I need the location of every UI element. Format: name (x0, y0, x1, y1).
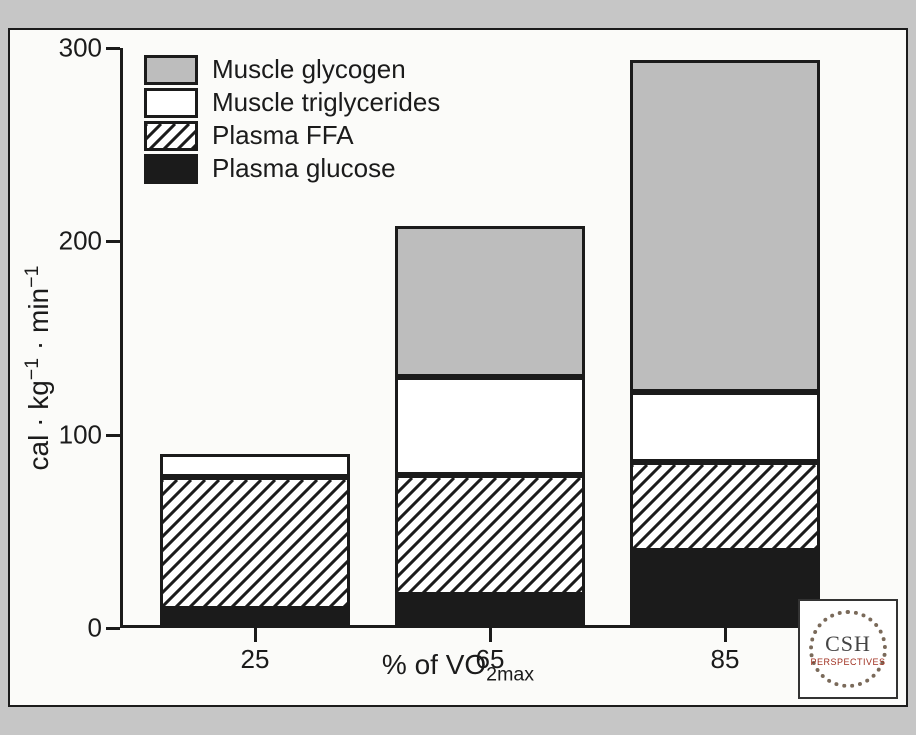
segment-plasma_glucose (395, 595, 585, 628)
y-tick (106, 47, 120, 50)
csh-logo-text: CSH (825, 631, 871, 657)
x-tick-label: 85 (711, 644, 740, 675)
y-tick-label: 300 (59, 33, 102, 64)
hatch-pattern-icon (633, 465, 817, 548)
segment-muscle_glycogen (395, 226, 585, 377)
legend-swatch (144, 55, 198, 85)
legend-item: Plasma glucose (144, 153, 440, 184)
x-tick (724, 628, 727, 642)
legend: Muscle glycogenMuscle triglyceridesPlasm… (144, 52, 440, 186)
x-tick (489, 628, 492, 642)
csh-logo-subtext: PERSPECTIVES (810, 657, 885, 667)
legend-label: Plasma FFA (212, 120, 354, 151)
x-axis-label: % of VO2max (382, 649, 534, 687)
csh-ring-icon: CSH PERSPECTIVES (809, 610, 887, 688)
segment-muscle_glycogen (630, 60, 820, 393)
x-tick (254, 628, 257, 642)
plot-area: Muscle glycogenMuscle triglyceridesPlasm… (120, 48, 820, 628)
y-tick-label: 100 (59, 419, 102, 450)
hatch-pattern-icon (398, 478, 582, 592)
legend-swatch (144, 154, 198, 184)
figure-panel: cal · kg−1 · min−1 Muscle glycogenMuscle… (8, 28, 908, 707)
hatch-pattern-icon (147, 124, 195, 148)
y-axis (120, 48, 123, 628)
legend-label: Plasma glucose (212, 153, 396, 184)
y-tick (106, 240, 120, 243)
segment-muscle_triglycerides (630, 392, 820, 462)
csh-logo: CSH PERSPECTIVES (798, 599, 898, 699)
legend-item: Muscle glycogen (144, 54, 440, 85)
legend-item: Plasma FFA (144, 120, 440, 151)
x-tick-label: 25 (241, 644, 270, 675)
y-axis-label: cal · kg−1 · min−1 (21, 265, 55, 470)
segment-plasma_glucose (630, 551, 820, 628)
legend-swatch (144, 121, 198, 151)
legend-label: Muscle triglycerides (212, 87, 440, 118)
segment-muscle_triglycerides (160, 454, 350, 477)
legend-label: Muscle glycogen (212, 54, 406, 85)
figure-outer: cal · kg−1 · min−1 Muscle glycogenMuscle… (0, 0, 916, 735)
y-tick-label: 0 (88, 613, 102, 644)
y-tick-label: 200 (59, 226, 102, 257)
segment-plasma_ffa (395, 475, 585, 595)
y-tick (106, 434, 120, 437)
legend-item: Muscle triglycerides (144, 87, 440, 118)
segment-plasma_glucose (160, 609, 350, 628)
segment-plasma_ffa (630, 462, 820, 551)
legend-swatch (144, 88, 198, 118)
y-tick (106, 627, 120, 630)
segment-plasma_ffa (160, 477, 350, 608)
segment-muscle_triglycerides (395, 377, 585, 476)
hatch-pattern-icon (163, 480, 347, 605)
